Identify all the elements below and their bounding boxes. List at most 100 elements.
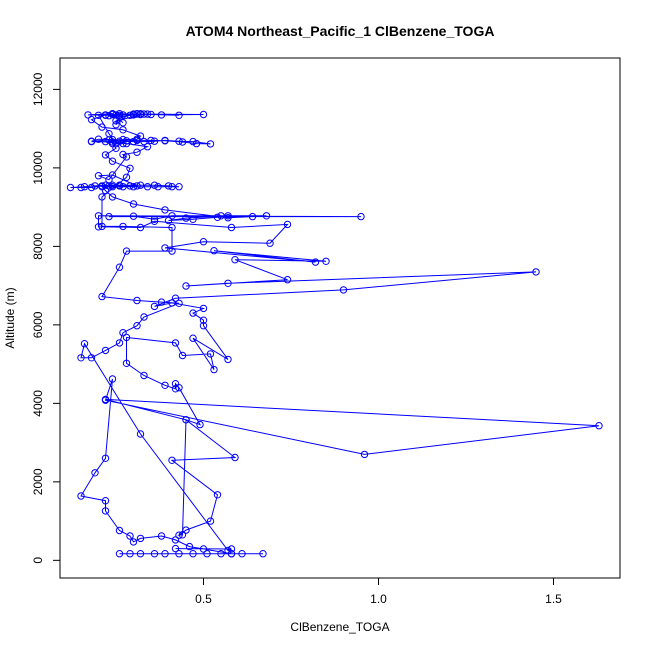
data-point — [119, 183, 127, 191]
data-point — [98, 222, 106, 231]
data-point — [98, 193, 106, 201]
data-point — [595, 422, 603, 430]
data-point — [108, 375, 117, 383]
data-point — [87, 354, 96, 362]
data-point — [175, 137, 183, 145]
data-point — [101, 497, 110, 505]
data-point — [122, 247, 131, 255]
data-point — [168, 212, 176, 220]
data-point — [224, 279, 232, 287]
data-point — [77, 183, 85, 192]
data-point — [339, 286, 348, 294]
data-point — [122, 333, 131, 342]
data-point — [105, 130, 113, 138]
data-point — [238, 550, 246, 558]
data-point — [171, 385, 180, 393]
data-point — [168, 456, 176, 464]
data-point — [150, 550, 159, 558]
data-point — [161, 550, 169, 558]
data-point — [112, 121, 120, 129]
data-point — [150, 181, 159, 189]
data-point — [108, 193, 117, 201]
data-point — [115, 182, 124, 190]
data-point — [182, 214, 190, 222]
data-point — [133, 322, 141, 330]
data-point — [171, 536, 180, 544]
data-point — [98, 292, 106, 301]
data-point — [101, 137, 110, 146]
data-point — [140, 110, 148, 118]
data-point — [129, 538, 138, 546]
data-point — [115, 339, 124, 347]
y-tick-label: 12000 — [31, 72, 45, 106]
data-point — [129, 212, 138, 220]
x-axis-label: ClBenzene_TOGA — [290, 620, 389, 634]
data-point — [231, 256, 239, 264]
data-point — [133, 182, 141, 190]
data-point — [168, 223, 176, 232]
data-point — [91, 469, 99, 477]
data-point — [360, 450, 369, 459]
data-point — [311, 258, 320, 266]
series-line — [70, 113, 600, 555]
data-point — [115, 111, 124, 120]
data-point — [227, 223, 236, 232]
y-tick-label: 8000 — [31, 233, 45, 260]
data-point — [101, 181, 110, 189]
data-point — [171, 544, 180, 553]
data-point — [101, 151, 110, 159]
data-point — [140, 371, 148, 380]
data-point — [122, 173, 131, 182]
data-point — [101, 111, 110, 120]
data-point — [94, 172, 103, 180]
data-point — [87, 137, 96, 145]
data-point — [126, 550, 134, 558]
data-point — [171, 294, 180, 302]
data-point — [161, 137, 169, 145]
data-point — [98, 123, 106, 131]
data-point — [175, 531, 183, 539]
data-point — [98, 182, 106, 190]
data-point — [266, 239, 274, 247]
data-point — [126, 111, 134, 120]
data-point — [199, 322, 208, 330]
data-point — [133, 110, 141, 118]
data-point — [129, 183, 138, 191]
data-point — [126, 182, 134, 190]
x-axis: 0.5 1.0 1.5 — [195, 577, 562, 606]
data-point — [126, 164, 134, 173]
data-point — [168, 299, 176, 307]
data-point — [199, 316, 208, 324]
data-point — [199, 110, 208, 119]
data-point — [136, 110, 145, 118]
data-point — [143, 183, 152, 191]
data-point — [224, 355, 232, 364]
data-point — [119, 329, 127, 337]
data-point — [189, 309, 197, 317]
data-point — [94, 135, 103, 143]
data-point — [199, 545, 208, 553]
data-point — [143, 143, 152, 151]
data-point — [108, 110, 117, 118]
data-point — [357, 212, 365, 221]
data-point — [129, 200, 138, 208]
data-point — [105, 212, 113, 221]
y-tick-label: 6000 — [31, 311, 45, 338]
data-point — [164, 216, 173, 225]
data-point — [136, 550, 145, 558]
data-point — [147, 110, 155, 119]
data-point — [101, 346, 110, 355]
data-point — [175, 111, 183, 120]
data-point — [178, 531, 187, 539]
data-point — [77, 354, 85, 362]
data-point — [182, 526, 190, 534]
data-point — [129, 110, 138, 118]
data-point — [164, 182, 173, 190]
y-tick-label: 0 — [31, 557, 45, 564]
data-point — [94, 111, 103, 120]
data-point — [224, 546, 232, 555]
data-point — [136, 534, 145, 543]
data-point — [115, 263, 124, 271]
data-point — [154, 183, 162, 191]
